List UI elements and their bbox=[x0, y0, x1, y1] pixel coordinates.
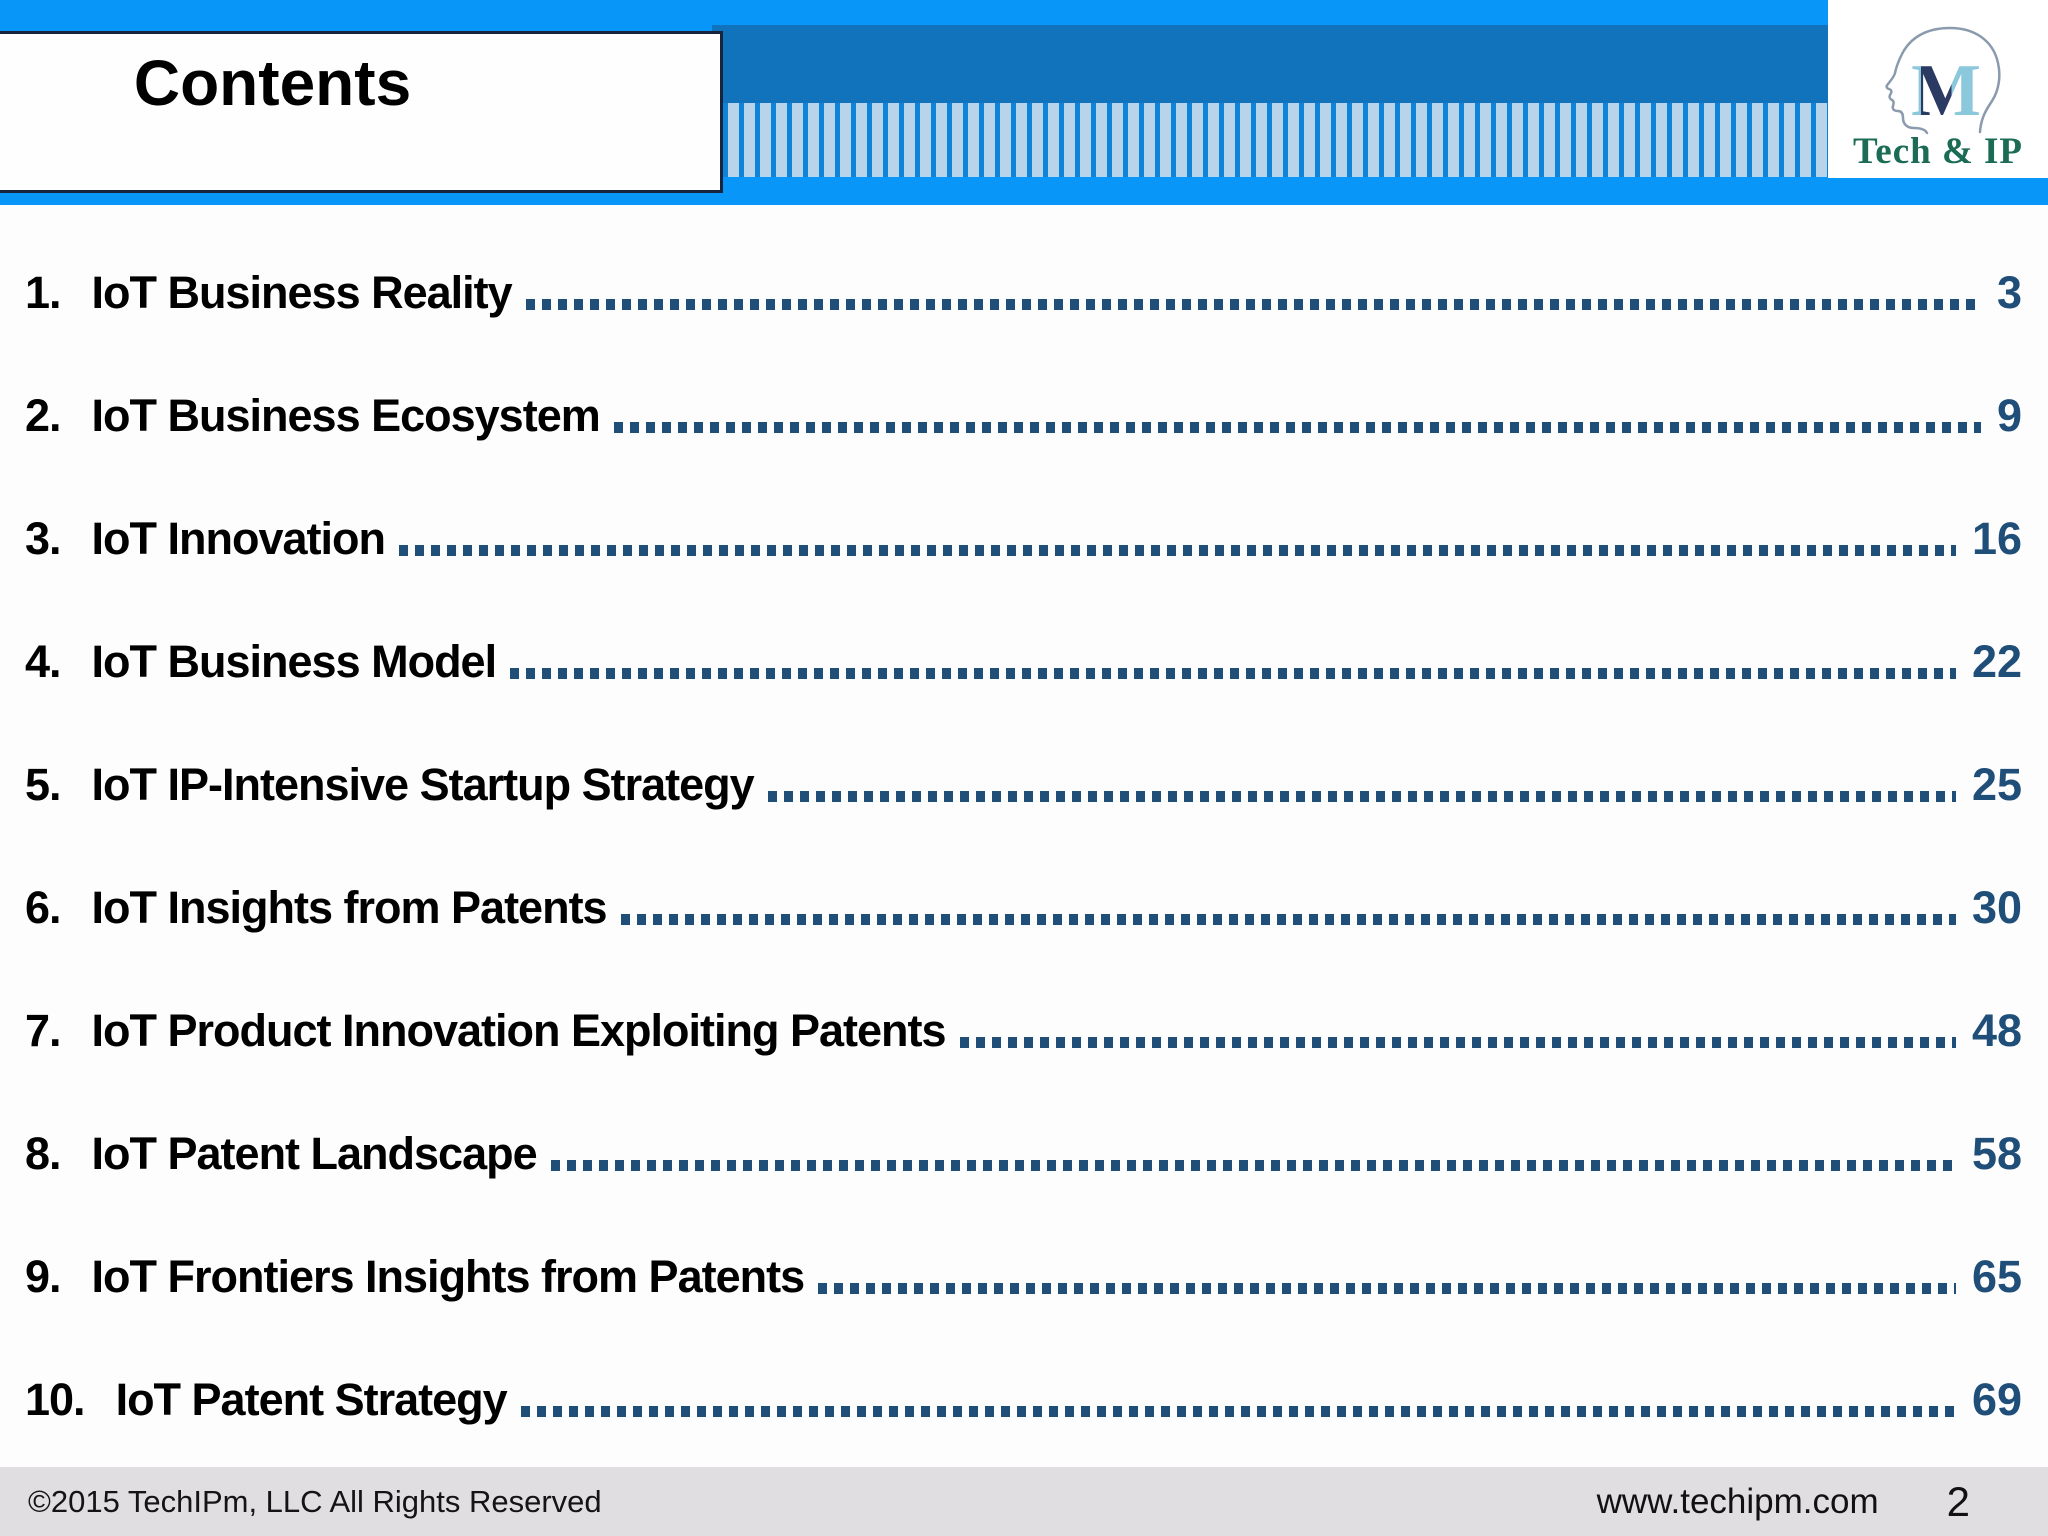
toc-item-dot-leader bbox=[525, 299, 1981, 310]
toc-item-dot-leader bbox=[959, 1037, 1956, 1048]
slide-title: Contents bbox=[133, 47, 412, 119]
toc-item-dot-leader bbox=[818, 1283, 1956, 1294]
toc-item[interactable]: 1. IoT Business Reality 3 bbox=[0, 231, 2048, 354]
toc-item-title: IoT Business Reality bbox=[91, 266, 513, 318]
toc-item-dot-leader bbox=[399, 545, 1956, 556]
toc-item-title: IoT Innovation bbox=[91, 512, 386, 564]
header-banner: Contents M Tech & IP bbox=[0, 0, 2048, 205]
banner-dark-band bbox=[712, 25, 2048, 103]
toc-item-number: 3. bbox=[25, 512, 62, 564]
toc-item-dot-leader bbox=[767, 791, 1956, 802]
toc-item-page-number: 30 bbox=[1971, 881, 2022, 933]
toc-item-page-number: 16 bbox=[1971, 512, 2022, 564]
toc-item-page-number: 22 bbox=[1971, 635, 2022, 687]
toc-item[interactable]: 8. IoT Patent Landscape 58 bbox=[0, 1092, 2048, 1215]
toc-item-dot-leader bbox=[550, 1160, 1956, 1171]
toc-item-page-number: 48 bbox=[1971, 1004, 2022, 1056]
toc-item-title: IoT Insights from Patents bbox=[91, 881, 608, 933]
footer-page-number: 2 bbox=[1946, 1477, 1970, 1525]
toc-item-number: 5. bbox=[25, 758, 62, 810]
toc-item-title: IoT Patent Strategy bbox=[115, 1373, 508, 1425]
toc-item-number: 2. bbox=[25, 389, 62, 441]
toc-item[interactable]: 10. IoT Patent Strategy 69 bbox=[0, 1338, 2048, 1461]
toc-item-page-number: 3 bbox=[1996, 266, 2022, 318]
toc-item-page-number: 9 bbox=[1996, 389, 2022, 441]
banner-stripes bbox=[712, 103, 2048, 177]
toc-item[interactable]: 7. IoT Product Innovation Exploiting Pat… bbox=[0, 969, 2048, 1092]
toc-item-title: IoT IP-Intensive Startup Strategy bbox=[91, 758, 755, 810]
toc-item-dot-leader bbox=[510, 668, 1956, 679]
toc-item-page-number: 65 bbox=[1971, 1250, 2022, 1302]
toc-item[interactable]: 5. IoT IP-Intensive Startup Strategy 25 bbox=[0, 723, 2048, 846]
toc-item-number: 6. bbox=[25, 881, 62, 933]
footer-website-link[interactable]: www.techipm.com bbox=[1596, 1481, 1879, 1521]
logo: M Tech & IP bbox=[1828, 0, 2048, 178]
footer-copyright: ©2015 TechIPm, LLC All Rights Reserved bbox=[28, 1483, 602, 1519]
toc-item-page-number: 58 bbox=[1971, 1127, 2022, 1179]
toc-item-number: 1. bbox=[25, 266, 62, 318]
toc-item-number: 9. bbox=[25, 1250, 62, 1302]
toc-item[interactable]: 4. IoT Business Model 22 bbox=[0, 600, 2048, 723]
logo-caption: Tech & IP bbox=[1852, 131, 2024, 172]
toc-item-number: 10. bbox=[25, 1373, 86, 1425]
toc-item[interactable]: 6. IoT Insights from Patents 30 bbox=[0, 846, 2048, 969]
slide-title-box: Contents bbox=[0, 31, 723, 193]
toc-item-dot-leader bbox=[620, 914, 1956, 925]
toc-item-page-number: 25 bbox=[1971, 758, 2022, 810]
toc-list: 1. IoT Business Reality 3 2. IoT Busines… bbox=[0, 205, 2048, 1461]
toc-item-number: 4. bbox=[25, 635, 62, 687]
toc-item-title: IoT Business Ecosystem bbox=[91, 389, 601, 441]
toc-item-title: IoT Product Innovation Exploiting Patent… bbox=[91, 1004, 947, 1056]
toc-item-title: IoT Frontiers Insights from Patents bbox=[91, 1250, 806, 1302]
footer: ©2015 TechIPm, LLC All Rights Reserved w… bbox=[0, 1467, 2048, 1536]
head-profile-outline bbox=[1885, 26, 2001, 135]
toc-item-number: 8. bbox=[25, 1127, 62, 1179]
toc-item-title: IoT Patent Landscape bbox=[91, 1127, 538, 1179]
logo-monogram: M bbox=[1911, 50, 1981, 132]
toc-item-number: 7. bbox=[25, 1004, 62, 1056]
toc-item[interactable]: 3. IoT Innovation 16 bbox=[0, 477, 2048, 600]
toc-item-dot-leader bbox=[613, 422, 1981, 433]
toc-item[interactable]: 9. IoT Frontiers Insights from Patents 6… bbox=[0, 1215, 2048, 1338]
toc-item[interactable]: 2. IoT Business Ecosystem 9 bbox=[0, 354, 2048, 477]
toc-item-page-number: 69 bbox=[1971, 1373, 2022, 1425]
toc-item-title: IoT Business Model bbox=[91, 635, 498, 687]
logo-head-icon: M bbox=[1885, 26, 2001, 135]
toc-item-dot-leader bbox=[520, 1406, 1956, 1417]
